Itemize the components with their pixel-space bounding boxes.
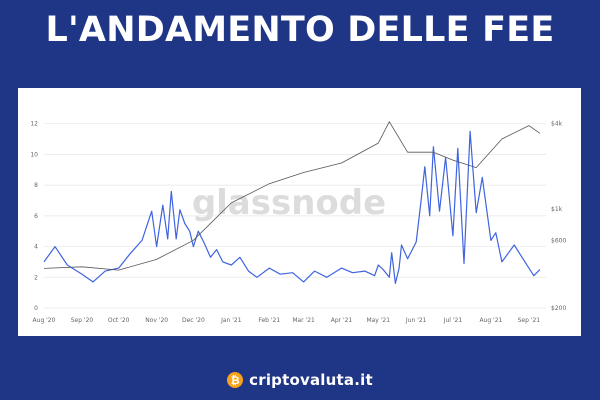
x-tick-label: Mar '21: [292, 317, 315, 324]
bitcoin-coin-icon: ₿: [227, 372, 244, 388]
x-tick-label: Jun '21: [405, 317, 427, 324]
y-left-tick-label: 2: [34, 274, 38, 281]
x-tick-label: Sep '20: [71, 317, 94, 324]
y-right-tick-label: $200: [551, 305, 566, 312]
y-left-tick-label: 0: [34, 305, 38, 312]
y-right-tick-label: $1k: [551, 206, 563, 213]
brand-name: criptovaluta.it: [249, 371, 373, 389]
x-tick-label: Oct '20: [108, 317, 130, 324]
x-tick-label: May '21: [366, 317, 390, 324]
y-left-tick-label: 4: [34, 244, 38, 251]
y-left-tick-label: 12: [30, 121, 38, 128]
glassnode-watermark: glassnode: [192, 183, 386, 223]
x-tick-label: Sep '21: [518, 317, 541, 324]
price-series-line: [43, 121, 541, 271]
y-right-tick-label: $4k: [551, 120, 563, 127]
y-right-tick-label: $600: [551, 237, 566, 244]
fee-chart: 0 2 4 6 8 10 12 $200 $600 $1k $4k Aug '20 Sep '20 Oct…: [30, 120, 566, 324]
chart-panel: 0 2 4 6 8 10 12 $200 $600 $1k $4k Aug '20 Sep '20 Oct…: [18, 88, 581, 336]
x-tick-label: Jul '21: [443, 317, 463, 324]
brand-footer: ₿ criptovaluta.it: [0, 371, 600, 389]
x-tick-label: Aug '20: [33, 317, 56, 324]
x-tick-label: Jan '21: [220, 317, 242, 324]
x-tick-label: Feb '21: [258, 317, 280, 324]
x-tick-label: Aug '21: [479, 317, 502, 324]
y-left-tick-label: 10: [30, 151, 38, 158]
y-left-tick-label: 6: [34, 213, 38, 220]
page-title: L'ANDAMENTO DELLE FEE: [45, 10, 555, 50]
fee-series-line: [43, 130, 541, 284]
x-tick-label: Apr '21: [331, 317, 353, 324]
x-tick-label: Nov '20: [145, 317, 168, 324]
y-left-tick-label: 8: [34, 182, 38, 189]
x-tick-label: Dec '20: [182, 317, 205, 324]
